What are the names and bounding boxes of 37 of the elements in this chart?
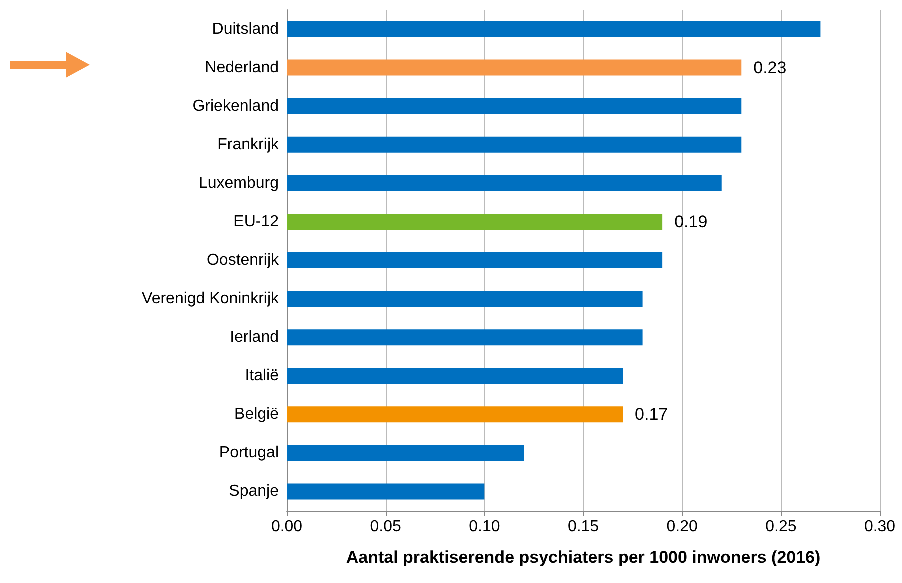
x-tick-label: 0.05 bbox=[370, 518, 402, 536]
bar bbox=[287, 291, 643, 308]
bar bbox=[287, 98, 742, 114]
bar bbox=[287, 136, 742, 153]
y-tick-label: Griekenland bbox=[192, 98, 279, 115]
y-tick-label: Luxemburg bbox=[198, 174, 279, 192]
data-label: 0.23 bbox=[754, 58, 787, 78]
y-tick-label: Verenigd Koninkrijk bbox=[142, 290, 280, 308]
y-tick-label: Spanje bbox=[229, 483, 280, 500]
y-tick-label: Frankrijk bbox=[218, 136, 280, 154]
x-tick-label: 0.20 bbox=[666, 518, 698, 536]
x-axis-title: Aantal praktiserende psychiaters per 1000 inwoners (2016) bbox=[346, 548, 821, 567]
y-tick-label: EU-12 bbox=[234, 213, 280, 230]
bar bbox=[287, 21, 821, 38]
bar bbox=[287, 406, 624, 423]
bar bbox=[287, 368, 624, 384]
x-tick-label: 0.25 bbox=[766, 518, 797, 536]
bar bbox=[287, 252, 663, 268]
bar bbox=[287, 60, 742, 76]
bar bbox=[287, 175, 722, 192]
y-tick-label: Italië bbox=[245, 368, 280, 385]
y-tick-label: Duitsland bbox=[212, 20, 279, 38]
y-tick-label: Portugal bbox=[219, 444, 279, 462]
x-tick-label: 0.10 bbox=[469, 518, 500, 536]
data-label: 0.17 bbox=[635, 405, 668, 424]
bar bbox=[287, 445, 524, 462]
x-tick-label: 0.30 bbox=[864, 518, 896, 536]
y-tick-label: Ierland bbox=[230, 329, 279, 346]
x-tick-label: 0.15 bbox=[568, 518, 600, 536]
x-tick-label: 0.00 bbox=[271, 518, 303, 536]
bar bbox=[287, 330, 643, 346]
y-tick-label: Oostenrijk bbox=[206, 252, 280, 269]
bar bbox=[287, 484, 485, 500]
bar bbox=[287, 214, 663, 230]
y-tick-label: België bbox=[234, 406, 280, 424]
data-label: 0.19 bbox=[674, 212, 708, 232]
y-tick-label: Nederland bbox=[205, 59, 279, 76]
